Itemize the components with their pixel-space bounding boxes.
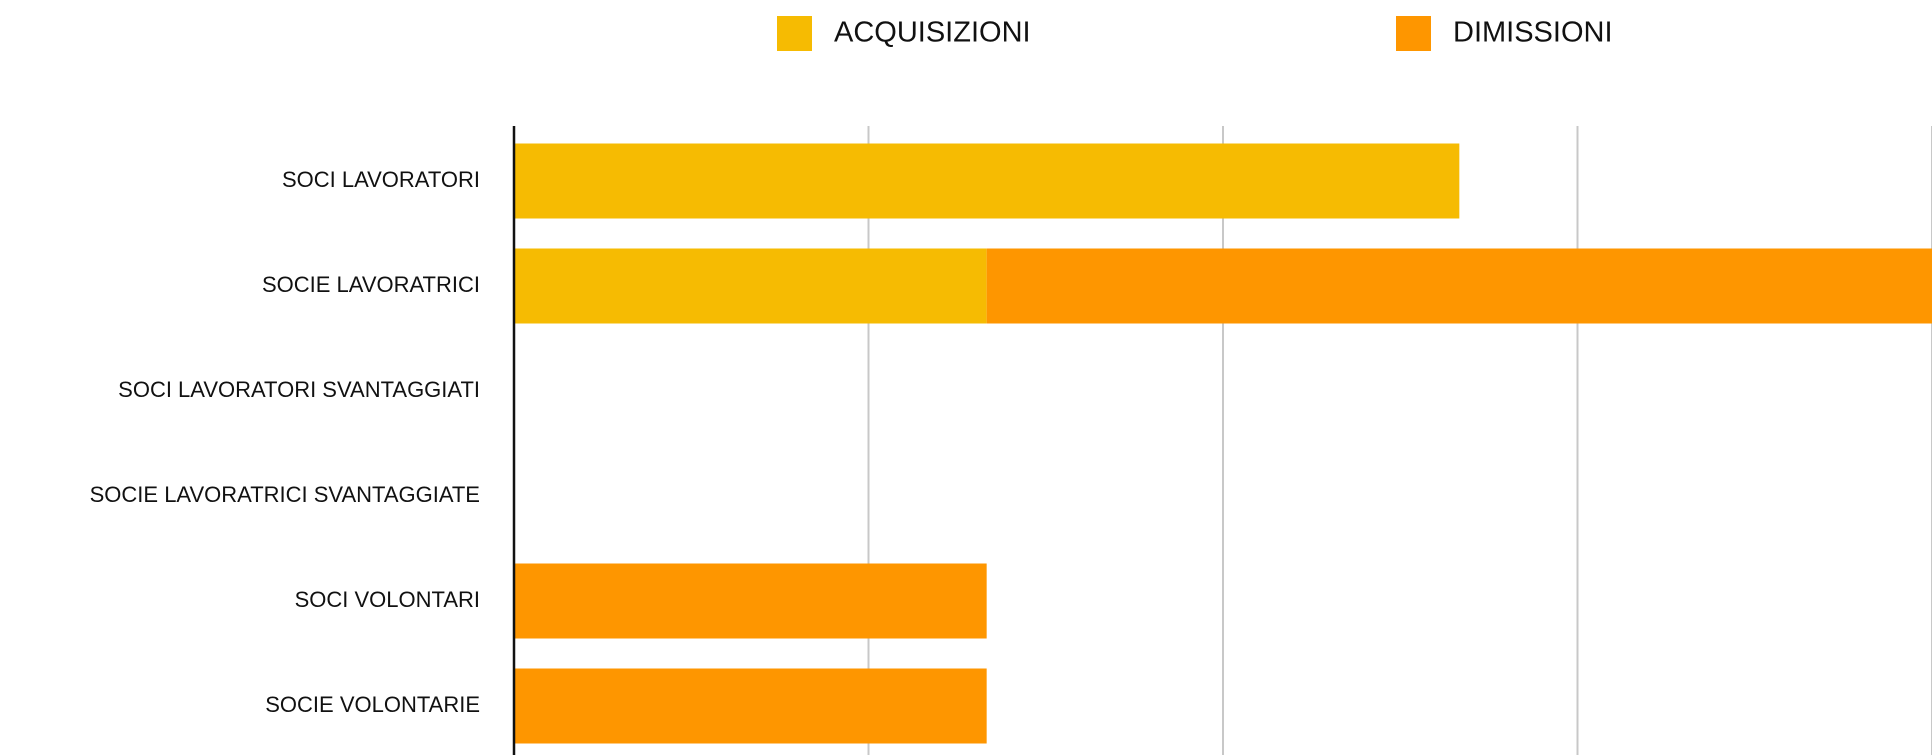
bar <box>514 563 987 639</box>
bar <box>986 248 1932 324</box>
legend-swatch <box>1396 16 1431 51</box>
bar <box>514 143 1460 219</box>
bar <box>514 668 987 744</box>
legend-label: DIMISSIONI <box>1453 17 1613 49</box>
y-tick-label: SOCIE LAVORATRICI SVANTAGGIATE <box>90 482 480 507</box>
legend-label: ACQUISIZIONI <box>834 17 1031 49</box>
legend-swatch <box>777 16 812 51</box>
y-tick-label: SOCI VOLONTARI <box>295 587 480 612</box>
bar <box>514 248 987 324</box>
y-tick-label: SOCI LAVORATORI <box>282 167 480 192</box>
y-tick-label: SOCIE VOLONTARIE <box>265 692 480 717</box>
y-tick-label: SOCIE LAVORATRICI <box>262 272 480 297</box>
y-tick-label: SOCI LAVORATORI SVANTAGGIATI <box>118 377 480 402</box>
